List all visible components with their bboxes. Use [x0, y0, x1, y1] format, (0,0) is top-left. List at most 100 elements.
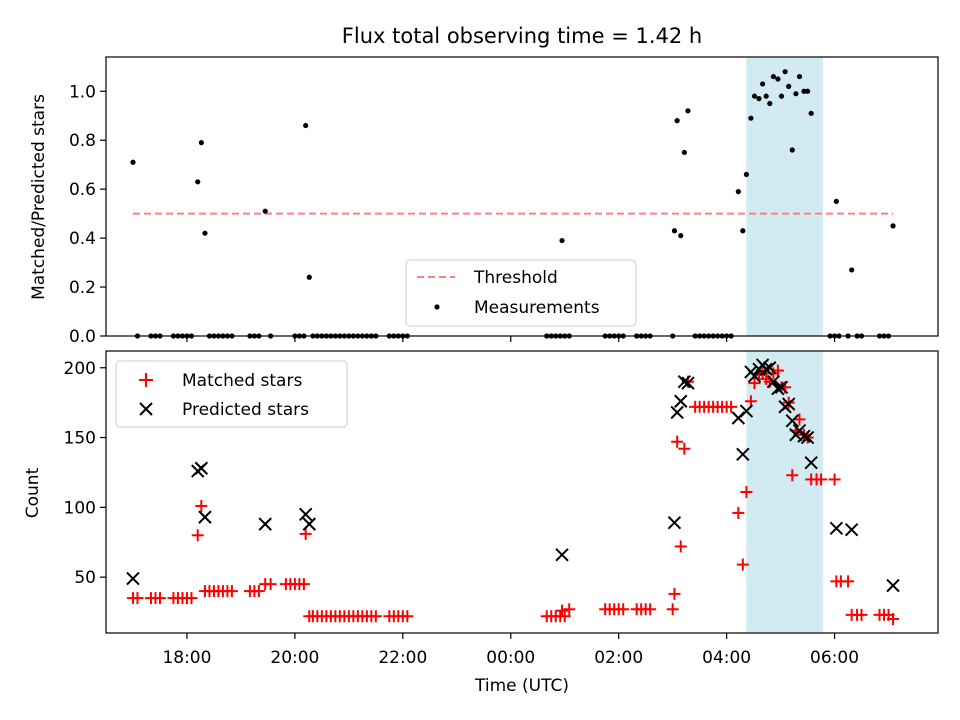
measurement-point — [808, 110, 814, 116]
measurement-point — [767, 100, 773, 107]
x-axis-label: Time (UTC) — [474, 676, 569, 696]
matched-star-point — [644, 603, 657, 616]
bottom-legend: Matched stars Predicted stars — [115, 360, 348, 428]
predicted-star-point — [829, 521, 844, 536]
matched-star-point — [617, 603, 630, 616]
measurement-point — [198, 140, 204, 146]
matched-star-point — [668, 587, 681, 600]
matched-star-points — [126, 364, 900, 626]
matched-star-point — [131, 592, 144, 605]
matched-star-point — [815, 473, 828, 486]
measurement-point — [743, 171, 750, 178]
matched-star-point — [252, 585, 265, 598]
measurement-point — [770, 73, 776, 80]
matched-star-point — [725, 400, 738, 413]
chart-title: Flux total observing time = 1.42 h — [342, 24, 702, 48]
measurement-point — [760, 81, 766, 87]
matched-star-point — [556, 604, 569, 617]
measurement-point — [890, 223, 896, 229]
predicted-star-point — [739, 404, 754, 418]
bottom-x-ticks: 18:00 20:00 22:00 00:00 02:00 04:00 06:00 — [162, 633, 859, 668]
predicted-star-point — [804, 455, 818, 470]
predicted-star-point — [298, 507, 313, 522]
legend-measurements-label: Measurements — [474, 298, 600, 318]
matched-star-point — [666, 603, 679, 616]
top-panel: 0.0 0.2 0.4 0.6 0.8 1.0 Matched/Predicted sta… — [29, 56, 939, 347]
bottom-plot-frame — [105, 350, 939, 634]
measurement-point — [559, 237, 565, 244]
top-plot-frame — [105, 56, 939, 337]
y-tick-label: 0.2 — [69, 278, 96, 298]
matched-star-point — [748, 377, 761, 390]
predicted-star-point — [800, 430, 815, 445]
matched-star-point — [225, 585, 238, 598]
legend-predicted-label: Predicted stars — [182, 400, 309, 420]
legend-measurements-swatch — [434, 304, 440, 310]
predicted-star-point — [670, 405, 684, 420]
matched-star-point — [185, 592, 198, 605]
legend-threshold-label: Threshold — [473, 268, 558, 288]
measurement-point — [756, 96, 762, 102]
measurement-point — [671, 228, 678, 234]
legend-matched-label: Matched stars — [182, 371, 302, 391]
matched-star-point — [299, 527, 312, 540]
y-tick-label: 0.4 — [69, 229, 96, 249]
matched-star-point — [828, 473, 841, 486]
top-legend-box — [405, 259, 637, 327]
measurement-point — [763, 93, 769, 99]
x-tick-label: 02:00 — [594, 648, 643, 668]
measurement-point — [796, 73, 803, 80]
predicted-star-point — [763, 361, 777, 375]
bottom-highlight-span — [746, 351, 823, 633]
predicted-star-point — [198, 510, 212, 524]
predicted-star-point — [766, 375, 781, 389]
top-legend: Threshold Measurements — [405, 259, 637, 327]
matched-star-point — [671, 435, 684, 448]
matched-star-point — [264, 578, 277, 591]
matched-star-point — [842, 575, 855, 588]
matched-star-point — [732, 506, 745, 519]
predicted-star-point — [681, 376, 695, 390]
measurement-point — [789, 147, 795, 153]
x-tick-label: 06:00 — [810, 648, 859, 668]
measurement-point — [195, 179, 201, 185]
predicted-star-point — [736, 447, 750, 462]
predicted-star-point — [194, 461, 209, 475]
measurement-point — [303, 122, 309, 129]
predicted-star-point — [759, 362, 773, 376]
measurement-point — [681, 149, 687, 156]
measurement-point — [782, 69, 788, 75]
predicted-star-point — [774, 380, 789, 395]
measurement-point — [262, 208, 268, 214]
predicted-star-point — [747, 369, 762, 383]
legend-predicted-swatch — [139, 402, 153, 416]
y-tick-label: 1.0 — [69, 82, 96, 102]
top-y-ticks: 0.0 0.2 0.4 0.6 0.8 1.0 — [69, 82, 106, 347]
measurement-point — [786, 83, 792, 89]
measurement-point — [678, 233, 684, 239]
matched-star-point — [855, 608, 868, 621]
y-tick-label: 100 — [64, 498, 96, 518]
x-tick-label: 22:00 — [378, 648, 427, 668]
measurement-point — [130, 159, 136, 165]
y-tick-label: 50 — [74, 568, 96, 588]
predicted-star-point — [302, 517, 316, 531]
measurement-point — [751, 93, 758, 99]
measurement-point — [735, 189, 741, 195]
matched-star-point — [369, 610, 382, 623]
bottom-y-ticks: 50 100 150 200 — [64, 359, 106, 588]
matched-star-point — [297, 578, 310, 591]
matched-star-point — [740, 486, 753, 498]
predicted-star-point — [797, 429, 811, 443]
predicted-star-point — [781, 397, 796, 411]
predicted-star-point — [555, 548, 569, 562]
y-tick-label: 0.8 — [69, 131, 96, 151]
matched-star-point — [678, 442, 691, 455]
predicted-star-point — [785, 414, 799, 428]
measurement-point — [685, 108, 691, 114]
matched-star-point — [191, 529, 204, 542]
matched-star-point — [563, 603, 576, 616]
measurement-point — [849, 267, 855, 273]
y-tick-label: 200 — [64, 359, 96, 379]
